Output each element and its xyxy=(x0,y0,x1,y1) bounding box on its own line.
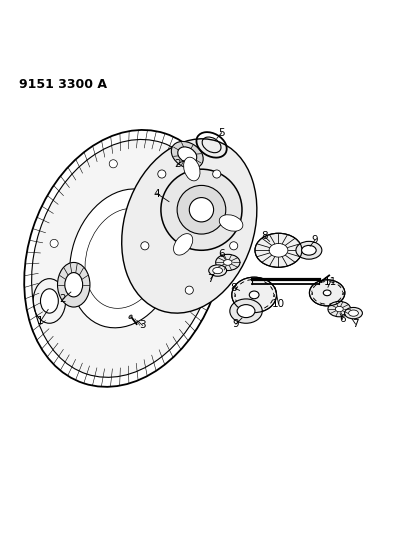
Text: 8: 8 xyxy=(231,282,237,293)
Circle shape xyxy=(161,169,242,251)
Ellipse shape xyxy=(219,215,243,231)
Ellipse shape xyxy=(232,277,277,312)
Circle shape xyxy=(212,170,221,178)
Ellipse shape xyxy=(269,244,288,257)
Ellipse shape xyxy=(216,254,240,271)
Ellipse shape xyxy=(70,189,179,328)
Text: 9: 9 xyxy=(233,319,239,329)
Circle shape xyxy=(230,242,238,250)
Text: 10: 10 xyxy=(272,299,285,309)
Ellipse shape xyxy=(58,262,90,307)
Circle shape xyxy=(109,160,117,168)
Ellipse shape xyxy=(249,291,259,298)
Ellipse shape xyxy=(224,260,232,265)
Text: 6: 6 xyxy=(339,314,346,324)
Ellipse shape xyxy=(302,245,316,255)
Text: 8: 8 xyxy=(261,231,268,241)
Ellipse shape xyxy=(328,301,351,317)
Ellipse shape xyxy=(65,272,83,297)
Text: 1: 1 xyxy=(37,316,44,326)
Circle shape xyxy=(141,242,149,250)
Text: 4: 4 xyxy=(154,189,160,198)
Text: 2: 2 xyxy=(60,294,66,304)
Ellipse shape xyxy=(171,141,203,168)
Ellipse shape xyxy=(344,308,363,319)
Text: 7: 7 xyxy=(352,319,359,329)
Text: 7: 7 xyxy=(208,273,214,284)
Ellipse shape xyxy=(237,305,255,318)
Text: 5: 5 xyxy=(218,128,225,138)
Ellipse shape xyxy=(122,139,257,313)
Ellipse shape xyxy=(129,315,132,319)
Ellipse shape xyxy=(178,147,197,163)
Circle shape xyxy=(189,198,214,222)
Ellipse shape xyxy=(32,140,217,377)
Circle shape xyxy=(158,170,166,178)
Ellipse shape xyxy=(349,310,358,316)
Ellipse shape xyxy=(230,299,262,323)
Text: 3: 3 xyxy=(139,320,146,330)
Ellipse shape xyxy=(173,233,193,255)
Circle shape xyxy=(185,286,193,294)
Text: 2: 2 xyxy=(174,159,180,169)
Ellipse shape xyxy=(335,306,343,312)
Ellipse shape xyxy=(296,241,322,259)
Ellipse shape xyxy=(323,290,331,296)
Circle shape xyxy=(177,185,226,234)
Text: 9151 3300 A: 9151 3300 A xyxy=(19,78,107,91)
Text: 11: 11 xyxy=(324,277,337,287)
Ellipse shape xyxy=(184,157,200,181)
Text: 6: 6 xyxy=(218,249,225,260)
Ellipse shape xyxy=(309,280,345,306)
Ellipse shape xyxy=(213,268,223,273)
Circle shape xyxy=(184,211,192,219)
Text: 9: 9 xyxy=(312,235,318,245)
Ellipse shape xyxy=(255,233,302,268)
Ellipse shape xyxy=(41,289,58,313)
Circle shape xyxy=(50,239,58,247)
Ellipse shape xyxy=(209,265,226,276)
